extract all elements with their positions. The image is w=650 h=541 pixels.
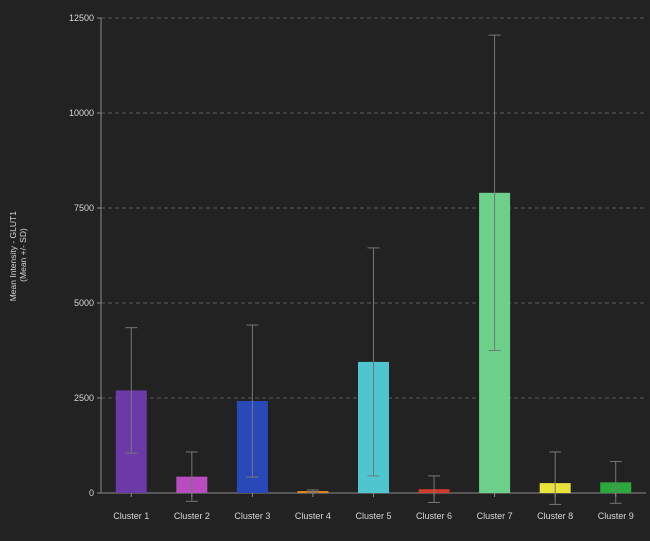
y-tick-label: 12500 <box>69 13 94 23</box>
x-tick-label: Cluster 2 <box>174 511 210 521</box>
y-tick-label: 7500 <box>74 203 94 213</box>
x-tick-label: Cluster 6 <box>416 511 452 521</box>
x-tick-label: Cluster 4 <box>295 511 331 521</box>
y-tick-label: 0 <box>89 488 94 498</box>
y-axis-label-line-2: (Mean +/- SD) <box>18 228 28 282</box>
y-tick-label: 2500 <box>74 393 94 403</box>
x-tick-labels: Cluster 1 Cluster 2 Cluster 3 Cluster 4 Clus… <box>113 493 634 521</box>
x-tick-label: Cluster 1 <box>113 511 149 521</box>
x-tick-label: Cluster 5 <box>355 511 391 521</box>
y-tick-label: 5000 <box>74 298 94 308</box>
y-tick-label: 10000 <box>69 108 94 118</box>
error-bars <box>125 34 622 505</box>
y-axis-label-line-1: Mean Intensity - GLUT1 <box>8 211 18 302</box>
x-tick-label: Cluster 8 <box>537 511 573 521</box>
x-tick-label: Cluster 7 <box>477 511 513 521</box>
x-tick-label: Cluster 3 <box>234 511 270 521</box>
x-tick-label: Cluster 9 <box>598 511 634 521</box>
y-axis-label: Mean Intensity - GLUT1 (Mean +/- SD) <box>8 209 28 302</box>
y-tick-labels: 0 2500 5000 7500 10000 12500 <box>69 13 101 498</box>
